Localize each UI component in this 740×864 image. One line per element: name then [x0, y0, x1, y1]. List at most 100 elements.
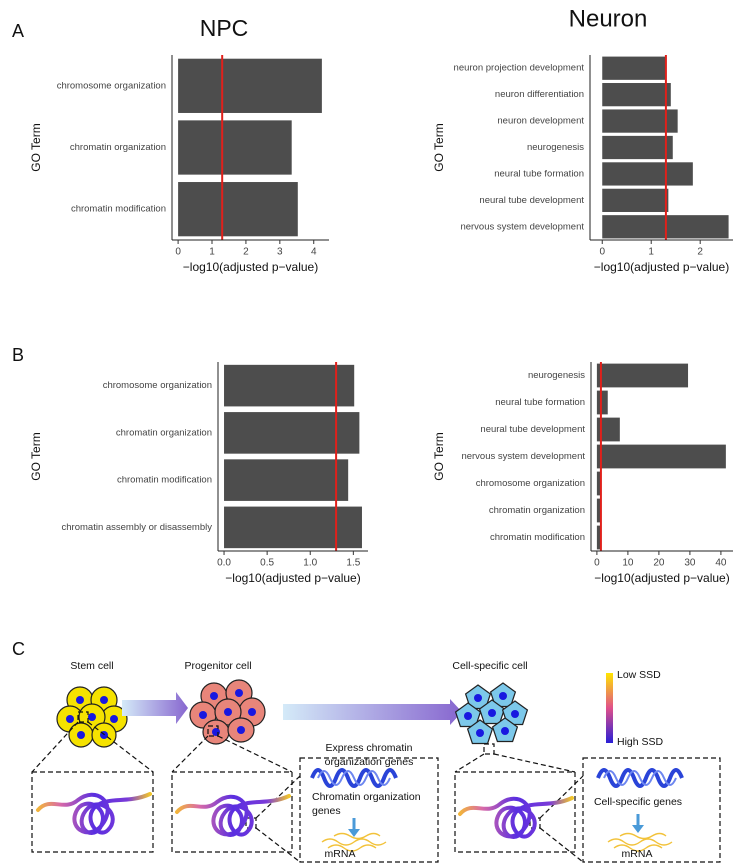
- x-tick-label: 40: [715, 558, 727, 569]
- bar: [596, 498, 600, 523]
- mrna-label: mRNA: [325, 848, 356, 860]
- legend-label: High SSD: [617, 736, 664, 748]
- y-axis-label: GO Term: [29, 123, 43, 171]
- x-axis-label: −log10(adjusted p−value): [183, 260, 318, 274]
- category-label: neural tube formation: [495, 397, 585, 408]
- x-tick-label: 1: [648, 247, 654, 258]
- x-tick-label: 20: [653, 558, 665, 569]
- arrow: [283, 699, 462, 725]
- gene-label: Cell-specific genes: [594, 796, 682, 808]
- bar: [602, 188, 669, 212]
- x-tick-label: 1.0: [303, 558, 317, 569]
- bar: [602, 135, 673, 160]
- category-label: chromosome organization: [476, 478, 585, 489]
- nuclei: [464, 692, 519, 737]
- category-label: chromosome organization: [103, 380, 212, 391]
- bar: [596, 444, 726, 469]
- zoom-box: [299, 757, 439, 863]
- zoom-lines: [31, 711, 584, 863]
- category-label: neuron projection development: [454, 63, 585, 74]
- x-tick-label: 0: [594, 558, 600, 569]
- y-axis-label: GO Term: [29, 432, 43, 480]
- bar: [596, 525, 601, 550]
- x-tick-label: 1: [209, 247, 215, 258]
- arrow-label: Express chromatin: [326, 742, 413, 754]
- x-tick-label: 0: [599, 247, 605, 258]
- x-tick-label: 2: [697, 247, 703, 258]
- bar: [178, 120, 292, 175]
- category-label: neural tube development: [479, 195, 584, 206]
- bar: [602, 56, 667, 80]
- cell-label: Progenitor cell: [184, 660, 251, 672]
- gene-helix: [310, 768, 398, 788]
- chromatin: [458, 796, 574, 840]
- category-label: chromosome organization: [57, 80, 166, 91]
- bar: [596, 471, 600, 496]
- x-axis-label: −log10(adjusted p−value): [594, 571, 729, 585]
- category-label: nervous system development: [460, 221, 584, 232]
- arrow: [122, 692, 188, 724]
- x-tick-label: 1.5: [346, 558, 360, 569]
- nuclei: [199, 689, 256, 736]
- gene-helix: [596, 768, 684, 788]
- bar: [224, 412, 360, 454]
- x-tick-label: 0.0: [217, 558, 231, 569]
- category-label: chromatin organization: [70, 142, 166, 153]
- category-label: chromatin organization: [116, 427, 212, 438]
- cell-label: Cell-specific cell: [452, 660, 527, 672]
- bar: [224, 459, 349, 501]
- column-title: Neuron: [569, 5, 648, 32]
- gene-label: Chromatin organization: [312, 791, 421, 803]
- category-label: neurogenesis: [528, 370, 585, 381]
- legend-label: Low SSD: [617, 669, 661, 681]
- panel-label: A: [12, 21, 24, 41]
- bar: [596, 390, 608, 415]
- category-label: chromatin modification: [71, 204, 166, 215]
- bar: [224, 364, 355, 407]
- cell-label: Stem cell: [70, 660, 113, 672]
- x-axis-label: −log10(adjusted p−value): [594, 260, 729, 274]
- ssd-legend: [606, 673, 613, 743]
- category-label: neural tube development: [480, 424, 585, 435]
- bar: [178, 182, 298, 237]
- zoom-box: [31, 771, 154, 853]
- bar: [178, 58, 322, 113]
- mrna-label: mRNA: [622, 848, 653, 860]
- bar: [596, 417, 620, 442]
- category-label: chromatin assembly or disassembly: [62, 522, 213, 533]
- y-axis-label: GO Term: [432, 123, 446, 171]
- category-label: neuron development: [497, 116, 584, 127]
- category-label: chromatin modification: [490, 532, 585, 543]
- category-label: nervous system development: [461, 451, 585, 462]
- x-tick-label: 3: [277, 247, 283, 258]
- chromatin: [175, 794, 291, 838]
- category-label: neurogenesis: [527, 142, 584, 153]
- diagram: Stem cell Progenitor cell Cell-specific …: [31, 660, 721, 863]
- x-axis-label: −log10(adjusted p−value): [225, 571, 360, 585]
- bar: [602, 109, 678, 133]
- gene-label: genes: [312, 805, 341, 817]
- bar: [596, 363, 689, 388]
- category-label: neuron differentiation: [495, 89, 584, 100]
- x-tick-label: 0.5: [260, 558, 274, 569]
- category-label: neural tube formation: [494, 168, 584, 179]
- x-tick-label: 0: [175, 247, 181, 258]
- x-tick-label: 4: [311, 247, 317, 258]
- category-label: chromatin modification: [117, 475, 212, 486]
- panel-label: B: [12, 345, 24, 365]
- category-label: chromatin organization: [489, 505, 585, 516]
- x-tick-label: 10: [622, 558, 634, 569]
- bar: [602, 162, 693, 186]
- down-arrows: [348, 814, 644, 837]
- zoom-box: [582, 757, 721, 863]
- stem-cells: [56, 686, 128, 748]
- panel-label: C: [12, 639, 25, 659]
- nuclei: [66, 696, 118, 739]
- y-axis-label: GO Term: [432, 432, 446, 480]
- bar: [602, 83, 671, 107]
- chromatin: [36, 792, 152, 836]
- x-tick-label: 2: [243, 247, 249, 258]
- zoom-box: [171, 771, 293, 853]
- x-tick-label: 30: [684, 558, 696, 569]
